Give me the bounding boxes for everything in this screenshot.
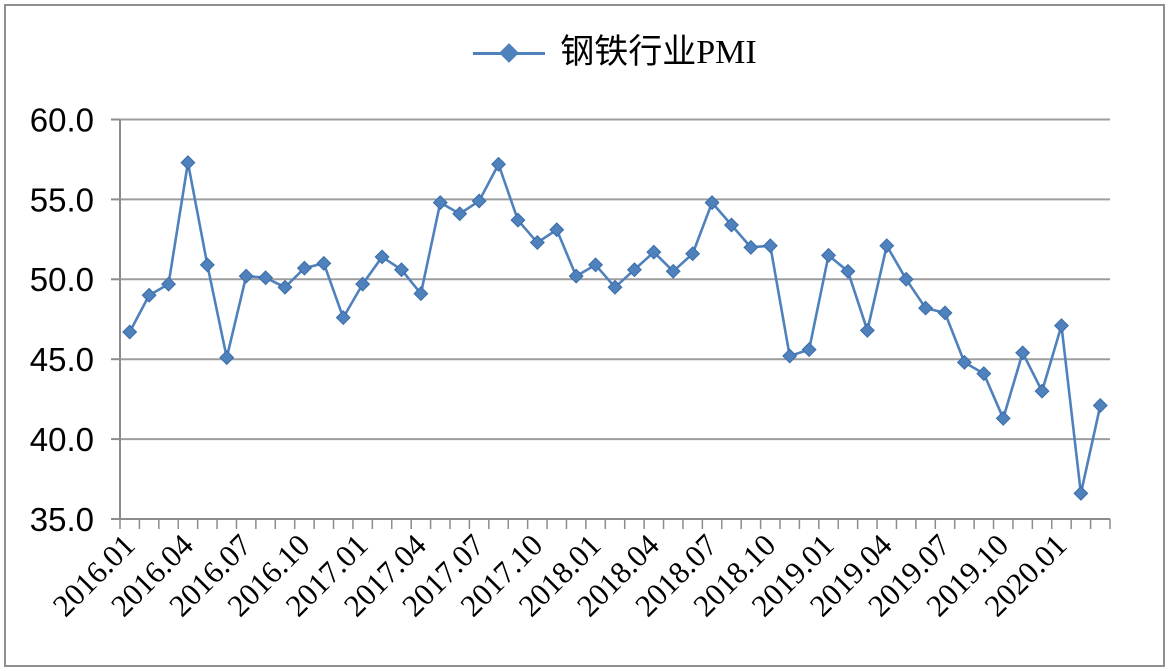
y-tick-label: 45.0: [30, 341, 94, 378]
pmi-data-point: [1092, 398, 1108, 414]
pmi-data-point: [704, 195, 720, 211]
pmi-data-point: [277, 279, 293, 295]
y-tick-label: 40.0: [30, 421, 94, 458]
pmi-data-point: [626, 262, 642, 278]
legend-line-icon: [473, 43, 546, 63]
pmi-data-point: [1015, 345, 1031, 361]
pmi-data-point: [588, 257, 604, 273]
legend-label: 钢铁行业PMI: [560, 34, 757, 71]
pmi-data-point: [180, 155, 196, 171]
pmi-data-point: [859, 322, 875, 338]
pmi-data-point: [665, 263, 681, 279]
chart-legend: 钢铁行业PMI: [120, 36, 1110, 70]
pmi-data-point: [355, 276, 371, 292]
pmi-data-point: [335, 310, 351, 326]
pmi-data-point: [937, 305, 953, 321]
pmi-data-point: [316, 255, 332, 271]
pmi-data-point: [219, 350, 235, 366]
pmi-data-point: [1053, 318, 1069, 334]
pmi-data-point: [1034, 383, 1050, 399]
y-tick-label: 35.0: [30, 501, 94, 538]
pmi-data-point: [374, 249, 390, 265]
pmi-data-point: [491, 156, 507, 172]
pmi-data-point: [685, 246, 701, 262]
pmi-data-point: [956, 354, 972, 370]
pmi-data-point: [995, 410, 1011, 426]
pmi-data-point: [549, 222, 565, 238]
pmi-data-point: [296, 260, 312, 276]
pmi-data-point: [141, 287, 157, 303]
pmi-data-point: [918, 300, 934, 316]
pmi-data-point: [801, 342, 817, 358]
pmi-data-point: [821, 247, 837, 263]
y-tick-label: 60.0: [30, 101, 94, 138]
pmi-data-point: [568, 268, 584, 284]
pmi-data-point: [393, 262, 409, 278]
pmi-data-point: [432, 195, 448, 211]
pmi-data-point: [238, 268, 254, 284]
pmi-data-point: [607, 279, 623, 295]
pmi-data-point: [782, 348, 798, 364]
pmi-data-point: [762, 238, 778, 254]
pmi-data-point: [840, 263, 856, 279]
pmi-data-point: [452, 206, 468, 222]
pmi-data-point: [723, 217, 739, 233]
pmi-data-point: [879, 238, 895, 254]
pmi-data-point: [471, 193, 487, 209]
pmi-data-point: [258, 270, 274, 286]
pmi-data-point: [898, 271, 914, 287]
y-tick-label: 55.0: [30, 181, 94, 218]
pmi-data-point: [122, 324, 138, 340]
pmi-data-point: [743, 239, 759, 255]
pmi-data-point: [529, 235, 545, 251]
pmi-series-line: [128, 161, 1102, 495]
pmi-data-point: [199, 257, 215, 273]
y-tick-label: 50.0: [30, 261, 94, 298]
pmi-data-point: [1073, 485, 1089, 501]
pmi-data-point: [413, 286, 429, 302]
pmi-data-point: [976, 366, 992, 382]
pmi-data-point: [510, 212, 526, 228]
pmi-data-point: [646, 244, 662, 260]
pmi-data-point: [161, 276, 177, 292]
